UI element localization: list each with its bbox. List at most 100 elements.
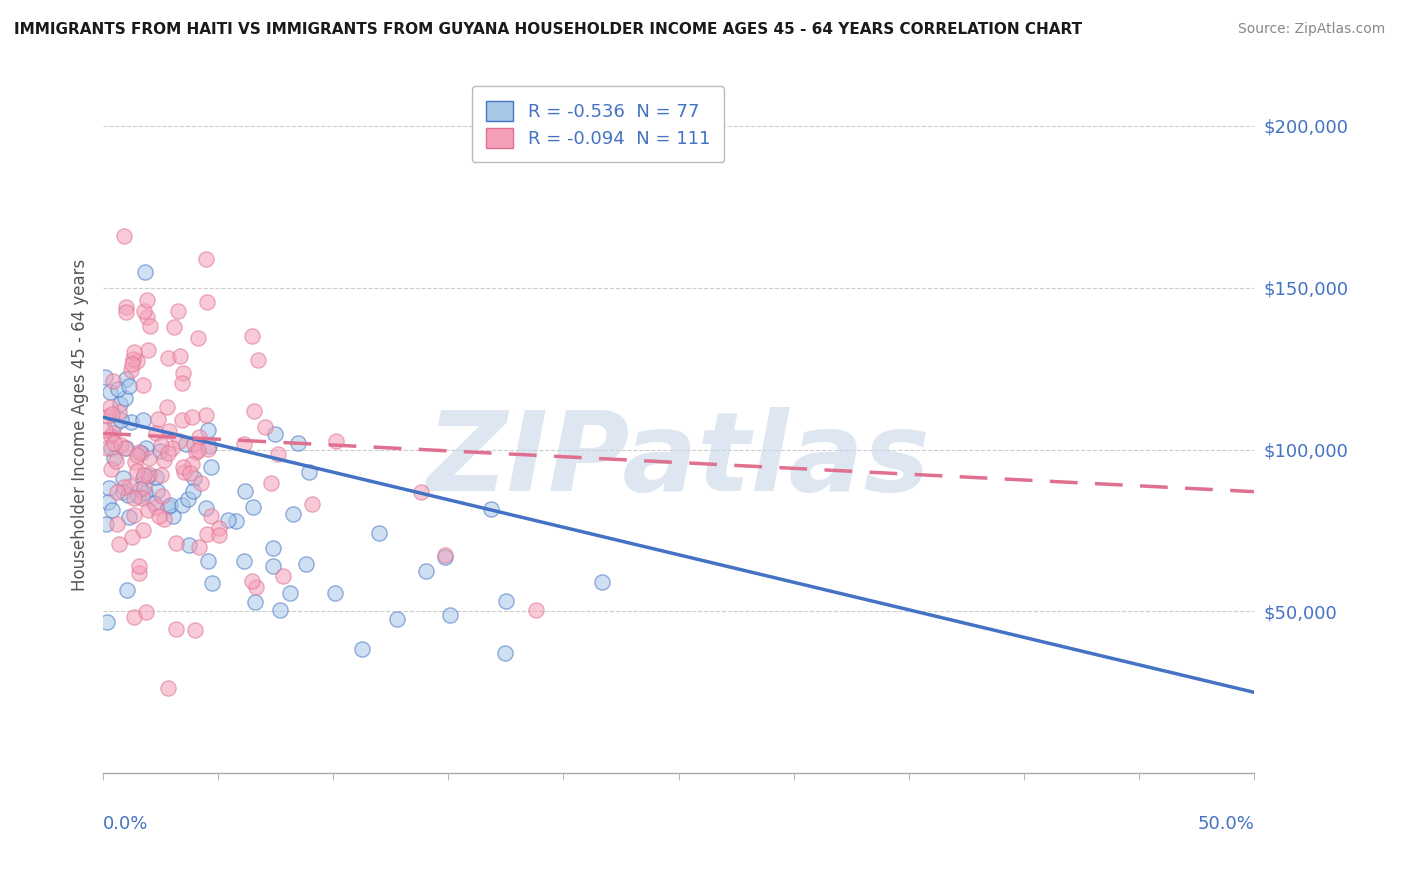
Text: 50.0%: 50.0%	[1197, 815, 1254, 833]
Point	[208, 528, 231, 542]
Point	[100, 429, 122, 443]
Point	[262, 541, 284, 555]
Point	[132, 303, 155, 318]
Point	[262, 559, 284, 574]
Point	[301, 497, 323, 511]
Point	[323, 585, 346, 599]
Point	[169, 349, 191, 363]
Point	[278, 585, 301, 599]
Point	[142, 496, 165, 510]
Point	[96, 615, 118, 629]
Point	[145, 470, 167, 484]
Point	[125, 449, 148, 463]
Point	[591, 575, 613, 590]
Point	[524, 602, 547, 616]
Point	[352, 641, 374, 656]
Point	[233, 554, 256, 568]
Point	[170, 413, 193, 427]
Point	[117, 488, 139, 502]
Point	[240, 329, 263, 343]
Point	[187, 331, 209, 345]
Point	[153, 512, 176, 526]
Point	[115, 371, 138, 385]
Point	[190, 476, 212, 491]
Point	[495, 594, 517, 608]
Point	[118, 509, 141, 524]
Point	[155, 401, 177, 415]
Point	[157, 424, 180, 438]
Point	[122, 491, 145, 505]
Point	[136, 310, 159, 324]
Point	[121, 530, 143, 544]
Point	[145, 500, 167, 515]
Point	[163, 319, 186, 334]
Point	[101, 407, 124, 421]
Point	[138, 451, 160, 466]
Point	[112, 229, 135, 244]
Point	[194, 252, 217, 267]
Point	[128, 566, 150, 580]
Point	[200, 508, 222, 523]
Point	[97, 481, 120, 495]
Point	[149, 468, 172, 483]
Point	[177, 538, 200, 552]
Point	[111, 471, 134, 485]
Point	[120, 362, 142, 376]
Point	[415, 564, 437, 578]
Point	[136, 343, 159, 357]
Point	[181, 484, 204, 499]
Point	[145, 425, 167, 440]
Point	[108, 405, 131, 419]
Point	[105, 454, 128, 468]
Point	[176, 492, 198, 507]
Point	[97, 495, 120, 509]
Point	[385, 612, 408, 626]
Point	[184, 623, 207, 637]
Point	[260, 476, 283, 491]
Point	[125, 353, 148, 368]
Point	[157, 681, 180, 696]
Point	[233, 483, 256, 498]
Point	[166, 303, 188, 318]
Point	[208, 521, 231, 535]
Point	[134, 467, 156, 482]
Point	[165, 536, 187, 550]
Point	[494, 646, 516, 660]
Point	[122, 609, 145, 624]
Point	[135, 293, 157, 307]
Point	[269, 603, 291, 617]
Point	[153, 453, 176, 467]
Point	[180, 410, 202, 425]
Point	[243, 403, 266, 417]
Point	[115, 442, 138, 456]
Point	[111, 485, 134, 500]
Point	[200, 459, 222, 474]
Point	[124, 508, 146, 523]
Point	[195, 295, 218, 310]
Point	[138, 468, 160, 483]
Point	[167, 434, 190, 448]
Point	[96, 441, 118, 455]
Point	[242, 500, 264, 514]
Point	[131, 491, 153, 505]
Point	[263, 427, 285, 442]
Point	[479, 502, 502, 516]
Point	[159, 498, 181, 512]
Point	[115, 300, 138, 314]
Point	[114, 441, 136, 455]
Point	[298, 465, 321, 479]
Point	[134, 486, 156, 500]
Point	[101, 503, 124, 517]
Point	[325, 434, 347, 448]
Point	[127, 489, 149, 503]
Point	[149, 444, 172, 458]
Point	[245, 580, 267, 594]
Point	[157, 500, 180, 514]
Text: 0.0%: 0.0%	[103, 815, 149, 833]
Point	[198, 439, 221, 453]
Point	[173, 465, 195, 479]
Point	[240, 574, 263, 589]
Point	[157, 445, 180, 459]
Point	[273, 568, 295, 582]
Point	[225, 514, 247, 528]
